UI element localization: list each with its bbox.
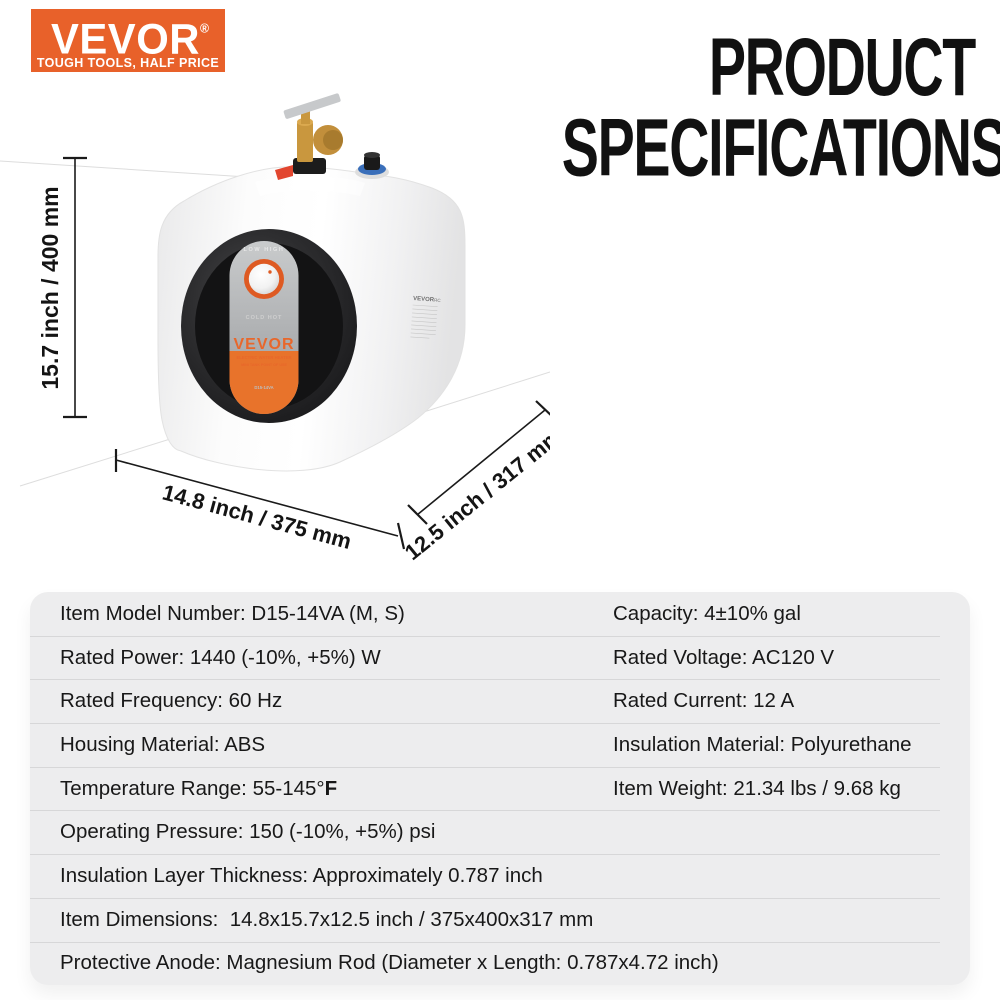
svg-text:RC: RC [434, 297, 442, 302]
svg-text:12.5 inch / 317 mm: 12.5 inch / 317 mm [400, 423, 550, 565]
svg-text:VEVOR: VEVOR [233, 336, 294, 353]
svg-text:D15-14VA: D15-14VA [254, 385, 273, 390]
svg-text:ELECTRIC WATER HEATER: ELECTRIC WATER HEATER [237, 355, 292, 360]
svg-text:MINI TANK POINT OF USE: MINI TANK POINT OF USE [241, 363, 287, 367]
svg-text:LOW HIGH: LOW HIGH [244, 247, 285, 253]
svg-text:COLD HOT: COLD HOT [246, 315, 283, 321]
svg-text:15.7 inch / 400 mm: 15.7 inch / 400 mm [37, 186, 63, 389]
